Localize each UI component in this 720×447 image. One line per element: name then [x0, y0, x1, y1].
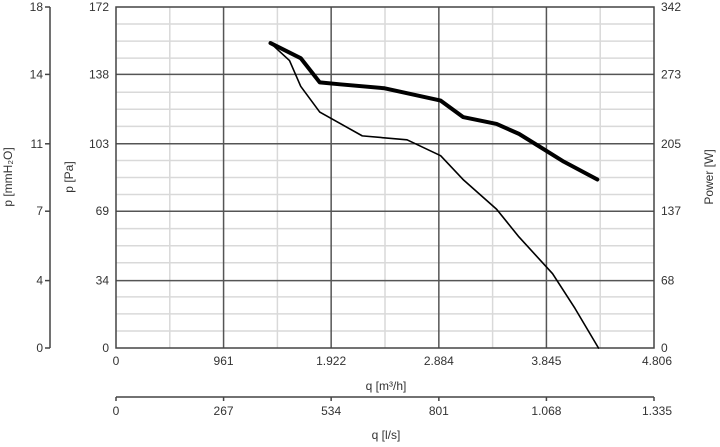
- y2-tick-label: 18: [30, 0, 44, 14]
- y-axis-label: p [Pa]: [62, 161, 76, 192]
- y2-tick-label: 4: [36, 274, 43, 288]
- x2-tick-label: 534: [321, 404, 341, 418]
- y-tick-label: 69: [96, 204, 110, 218]
- curve-thin: [269, 42, 600, 349]
- x2-axis-label: q [l/s]: [372, 428, 401, 442]
- y2-tick-label: 0: [36, 341, 43, 355]
- y-tick-label: 34: [96, 274, 110, 288]
- y-tick-label: 172: [89, 0, 109, 14]
- x2-tick-label: 1.335: [642, 404, 672, 418]
- x-tick-label: 2.884: [424, 354, 454, 368]
- power-tick-label: 342: [661, 0, 681, 14]
- x-tick-label: 3.845: [531, 354, 561, 368]
- y2-tick-label: 14: [30, 67, 44, 81]
- power-tick-label: 137: [661, 204, 681, 218]
- y-tick-label: 0: [102, 341, 109, 355]
- x2-tick-label: 0: [113, 404, 120, 418]
- power-tick-label: 273: [661, 67, 681, 81]
- x-tick-label: 961: [214, 354, 234, 368]
- x-tick-label: 0: [113, 354, 120, 368]
- x-tick-label: 4.806: [642, 354, 672, 368]
- x-tick-label: 1.922: [316, 354, 346, 368]
- power-axis-label: Power [W]: [702, 149, 716, 204]
- power-tick-label: 0: [661, 341, 668, 355]
- y2-tick-label: 11: [31, 137, 44, 151]
- axes: 0 34 69 103 138 172 0 4 7 11 14 18 0 68 137 205 273 342 0 9…: [30, 0, 682, 418]
- major-grid: [116, 7, 654, 348]
- x2-tick-label: 267: [214, 404, 234, 418]
- x2-tick-label: 801: [429, 404, 449, 418]
- power-tick-label: 205: [661, 137, 681, 151]
- y2-tick-label: 7: [36, 204, 43, 218]
- plot-frame: [115, 6, 655, 349]
- minor-grid: [116, 7, 654, 348]
- y-tick-label: 138: [89, 67, 109, 81]
- x-axis-label: q [m³/h]: [366, 379, 407, 393]
- series-group: [268, 41, 600, 349]
- pressure-curve-thick: [268, 41, 600, 182]
- y2-axis-label: p [mmH₂O]: [1, 147, 15, 206]
- x2-tick-label: 1.068: [531, 404, 561, 418]
- power-tick-label: 68: [661, 274, 675, 288]
- y-tick-label: 103: [89, 137, 109, 151]
